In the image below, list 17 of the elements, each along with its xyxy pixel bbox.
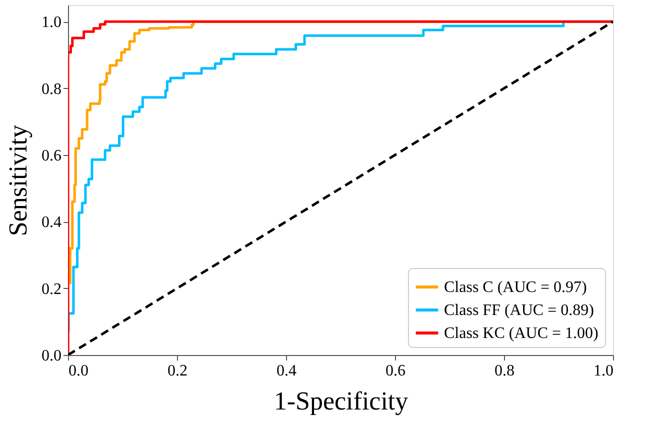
x-tick-label: 0.6 — [386, 362, 406, 380]
y-axis-title: Sensitivity — [4, 124, 32, 236]
y-tick-label: 1.0 — [42, 14, 62, 32]
y-tick-label: 0.6 — [42, 148, 62, 164]
x-tick-label: 0.2 — [168, 362, 188, 380]
x-tick-label: 1.0 — [594, 362, 614, 380]
y-tick-label: 0.4 — [42, 214, 62, 232]
y-tick-label: 0.0 — [42, 348, 62, 364]
legend-label: Class C (AUC = 0.97) — [444, 279, 587, 296]
x-axis-title: 1-Specificity — [274, 386, 408, 416]
x-tick-label: 0.4 — [276, 362, 296, 380]
x-tick-label: 0.8 — [494, 362, 514, 380]
legend-label: Class FF (AUC = 0.89) — [444, 302, 594, 319]
y-tick-label: 0.8 — [42, 80, 62, 98]
y-tick-label: 0.2 — [42, 280, 62, 298]
legend-label: Class KC (AUC = 1.00) — [444, 325, 598, 342]
x-tick-label: 0.0 — [68, 362, 88, 380]
